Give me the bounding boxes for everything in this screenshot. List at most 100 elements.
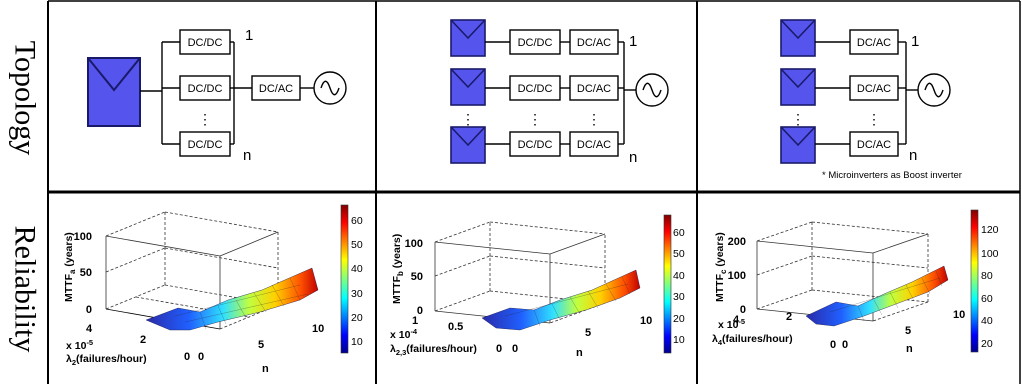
colorbar-tick: 20 — [981, 338, 993, 350]
colorbar-tick: 30 — [351, 288, 363, 300]
surface — [145, 267, 319, 331]
x-axis-label: n — [906, 343, 913, 355]
grid-lines — [47, 0, 1021, 384]
pv-panel-icon — [780, 19, 816, 57]
topology-c: DC/AC DC/AC DC/AC ⋮ ⋮ 1 n * Microinverte… — [780, 19, 962, 181]
pv-panel-icon — [780, 126, 816, 164]
colorbar-tick: 40 — [673, 270, 685, 282]
y-tick: 0 — [184, 351, 190, 363]
y-axis-ticks: 1 0.5 0 — [412, 315, 502, 355]
microinverter-note: * Microinverters as Boost inverter — [822, 170, 962, 181]
ellipsis-dots: ⋮ — [198, 111, 212, 127]
label-1: 1 — [911, 33, 919, 50]
y-tick: 0 — [496, 343, 502, 355]
pv-panel-icon — [450, 126, 486, 164]
label-1: 1 — [629, 33, 637, 50]
topology-a: DC/DC DC/DC DC/DC DC/AC ⋮ 1 n — [87, 27, 347, 164]
colorbar — [663, 214, 672, 354]
colorbar-tick: 120 — [981, 224, 999, 236]
dcac-inverter-2: DC/AC — [577, 83, 611, 95]
z-tick: 50 — [80, 267, 92, 279]
z-tick: 100 — [74, 231, 92, 243]
dcdc-converter-1: DC/DC — [188, 37, 223, 49]
z-tick: 100 — [728, 270, 746, 282]
colorbar-ticks: 120 100 80 60 40 20 — [981, 224, 999, 350]
surface — [805, 265, 949, 327]
y-tick: 4 — [86, 323, 93, 335]
ellipsis-dots: ⋮ — [791, 111, 805, 127]
ellipsis-dots: ⋮ — [528, 111, 542, 127]
y-axis-ticks: 4 2 0 — [733, 311, 836, 351]
z-axis-label: MTTFa (years) — [63, 232, 77, 302]
ellipsis-dots: ⋮ — [461, 111, 475, 127]
dcdc-converter-n: DC/DC — [188, 139, 223, 151]
x-axis-label: n — [262, 363, 269, 375]
colorbar-tick: 50 — [673, 248, 685, 260]
reliability-plot-b: 100 50 0 MTTFb (years) 1 0.5 0 x 10-4 λ2… — [390, 214, 685, 359]
colorbar-tick: 20 — [673, 313, 685, 325]
pv-panel-icon — [450, 19, 486, 57]
z-tick: 0 — [417, 305, 423, 317]
y-tick: 4 — [733, 314, 740, 326]
x-tick: 5 — [905, 325, 911, 337]
y-axis-label: λ4(failures/hour) — [712, 333, 793, 347]
z-tick: 100 — [405, 238, 423, 250]
z-axis-ticks: 200 100 0 — [728, 236, 746, 316]
y-axis-label: λ2(failures/hour) — [66, 353, 147, 367]
ellipsis-dots: ⋮ — [587, 111, 601, 127]
dcac-inverter-n: DC/AC — [577, 139, 611, 151]
dcac-inverter: DC/AC — [259, 83, 293, 95]
y-tick: 0.5 — [448, 321, 463, 333]
y-axis-multiplier: x 10-5 — [66, 338, 93, 352]
y-tick: 2 — [786, 311, 792, 323]
x-tick: 0 — [512, 343, 518, 355]
x-tick: 10 — [312, 323, 324, 335]
colorbar-tick: 20 — [351, 312, 363, 324]
colorbar-tick: 50 — [351, 239, 363, 251]
x-tick: 5 — [258, 339, 264, 351]
colorbar-tick: 40 — [981, 315, 993, 327]
x-axis-label: n — [576, 347, 583, 359]
pv-panel-icon — [450, 68, 486, 106]
label-n: n — [909, 147, 917, 164]
x-tick: 10 — [953, 309, 965, 321]
colorbar-tick: 80 — [981, 270, 993, 282]
x-tick: 0 — [198, 351, 204, 363]
y-tick: 1 — [412, 315, 418, 327]
dcdc-converter-2: DC/DC — [518, 83, 553, 95]
dcac-microinverter-n: DC/AC — [857, 139, 891, 151]
dcdc-converter-2: DC/DC — [188, 83, 223, 95]
y-tick: 0 — [830, 339, 836, 351]
colorbar-tick: 10 — [351, 336, 363, 348]
dcac-microinverter-2: DC/AC — [857, 83, 891, 95]
colorbar-tick: 60 — [351, 215, 363, 227]
label-n: n — [629, 149, 637, 166]
colorbar-tick: 60 — [673, 227, 685, 239]
y-axis-multiplier: x 10-4 — [390, 327, 418, 341]
z-tick: 0 — [740, 304, 746, 316]
x-axis-ticks: 0 5 10 — [198, 323, 324, 363]
label-1: 1 — [245, 27, 253, 44]
colorbar-tick: 40 — [351, 263, 363, 275]
colorbar-ticks: 60 50 40 30 20 10 — [351, 215, 363, 348]
reliability-plot-c: 200 100 0 MTTFc (years) 4 2 0 x 10-5 λ4(… — [712, 209, 999, 355]
ellipsis-dots: ⋮ — [867, 111, 881, 127]
topology-b: DC/DC DC/DC DC/DC DC/AC DC/AC DC/AC ⋮ ⋮ … — [450, 19, 669, 166]
surface — [481, 269, 641, 331]
y-axis-ticks: 4 2 0 — [86, 323, 190, 363]
x-tick: 10 — [640, 315, 652, 327]
z-tick: 200 — [728, 236, 746, 248]
pv-panel-icon — [87, 57, 141, 127]
z-axis-ticks: 100 50 0 — [405, 238, 423, 317]
reliability-plot-a: 100 50 0 MTTFa (years) 4 2 0 x 10-5 λ2(f… — [63, 204, 363, 375]
x-axis-ticks: 0 5 10 — [512, 315, 652, 355]
colorbar-tick: 100 — [981, 248, 999, 260]
colorbar-tick: 10 — [673, 334, 685, 346]
label-n: n — [243, 147, 251, 164]
z-tick: 50 — [411, 271, 423, 283]
z-tick: 0 — [86, 304, 92, 316]
y-axis-label: λ2,3(failures/hour) — [390, 343, 477, 357]
colorbar-tick: 30 — [673, 291, 685, 303]
dcac-microinverter-1: DC/AC — [857, 37, 891, 49]
